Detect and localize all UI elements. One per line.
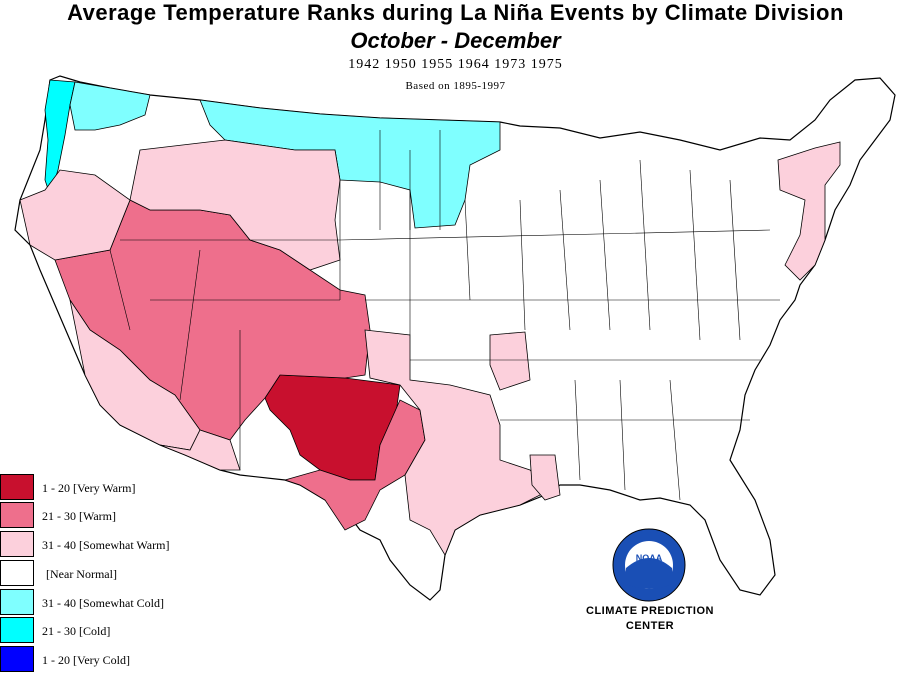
region-arizona-somewhat-warm bbox=[159, 429, 241, 471]
legend-swatch bbox=[0, 560, 34, 586]
legend-label: 21 - 30 [Warm] bbox=[42, 509, 117, 523]
event-years: 1942 1950 1955 1964 1973 1975 bbox=[348, 57, 563, 72]
region-wa-somewhat-cold bbox=[69, 81, 151, 131]
map-subtitle: October - December bbox=[350, 28, 561, 53]
region-mississippi-somewhat-warm bbox=[529, 454, 561, 501]
region-rockies-somewhat-warm bbox=[129, 139, 341, 271]
legend-label: 21 - 30 [Cold] bbox=[42, 624, 111, 638]
legend-swatch bbox=[0, 531, 34, 557]
legend-swatch bbox=[0, 474, 34, 500]
legend-label: [Near Normal] bbox=[46, 567, 117, 581]
region-oregon-somewhat-warm bbox=[19, 169, 131, 261]
legend-item-cold: 21 - 30 [Cold] bbox=[0, 617, 200, 645]
legend-item-somewhat-warm: 31 - 40 [Somewhat Warm] bbox=[0, 531, 200, 559]
region-northeast-somewhat-warm bbox=[777, 141, 841, 281]
legend-swatch bbox=[0, 502, 34, 528]
legend-swatch bbox=[0, 617, 34, 643]
legend-swatch bbox=[0, 589, 34, 615]
legend-label: 1 - 20 [Very Cold] bbox=[42, 653, 130, 667]
legend-item-warm: 21 - 30 [Warm] bbox=[0, 502, 200, 530]
legend-item-somewhat-cold: 31 - 40 [Somewhat Cold] bbox=[0, 589, 200, 617]
cpc-line1: CLIMATE PREDICTION bbox=[586, 605, 714, 617]
region-south-central-somewhat-warm bbox=[364, 329, 551, 556]
legend-item-near-normal: [Near Normal] bbox=[0, 560, 200, 588]
legend-label: 31 - 40 [Somewhat Cold] bbox=[42, 596, 164, 610]
legend-item-very-cold: 1 - 20 [Very Cold] bbox=[0, 646, 200, 674]
legend-item-very-warm: 1 - 20 [Very Warm] bbox=[0, 474, 200, 502]
legend-swatch bbox=[0, 646, 34, 672]
cpc-line2: CENTER bbox=[625, 620, 675, 632]
legend-label: 31 - 40 [Somewhat Warm] bbox=[42, 538, 170, 552]
logo-text: NOAA bbox=[636, 553, 663, 563]
base-period: Based on 1895-1997 bbox=[405, 80, 506, 92]
noaa-logo: NOAA bbox=[612, 528, 686, 602]
legend-label: 1 - 20 [Very Warm] bbox=[42, 481, 136, 495]
division-borders bbox=[109, 130, 780, 501]
cpc-credit: CLIMATE PREDICTION CENTER bbox=[570, 604, 730, 634]
map-title: Average Temperature Ranks during La Niña… bbox=[67, 0, 844, 25]
